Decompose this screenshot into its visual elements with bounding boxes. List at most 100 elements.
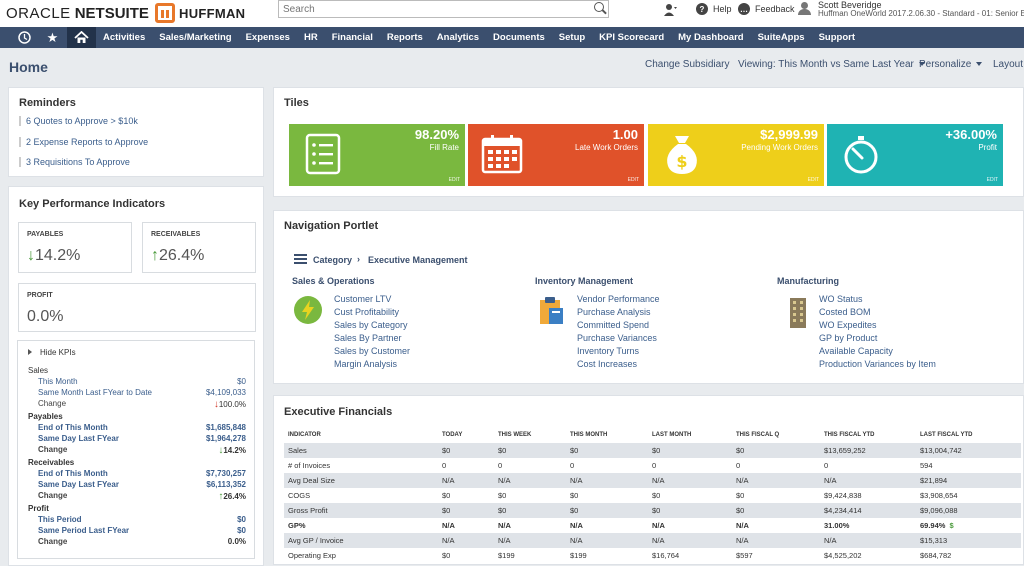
nav-link-costed-bom[interactable]: Costed BOM xyxy=(819,307,871,317)
user-avatar-icon[interactable] xyxy=(798,2,811,15)
nav-link-wo-status[interactable]: WO Status xyxy=(819,294,863,304)
kpi-detail-label[interactable]: End of This Month xyxy=(38,469,108,478)
nav-item-financial[interactable]: Financial xyxy=(331,32,373,43)
feedback-link[interactable]: … Feedback xyxy=(738,2,795,16)
help-link[interactable]: ? Help xyxy=(696,2,732,16)
tile-profit[interactable]: +36.00% Profit EDIT xyxy=(827,124,1003,186)
tile-label: Profit xyxy=(978,143,997,152)
cell-text: Avg Deal Size xyxy=(288,476,335,485)
reminder-item[interactable]: 2 Expense Reports to Approve xyxy=(19,137,148,147)
nav-item-expenses[interactable]: Expenses xyxy=(245,32,290,43)
nav-link-production-variances-by-item[interactable]: Production Variances by Item xyxy=(819,359,936,369)
nav-link-gp-by-product[interactable]: GP by Product xyxy=(819,333,878,343)
recent-records-button[interactable] xyxy=(664,2,678,16)
table-row: COGS $0 $0 $0 $0 $0 $9,424,838 $3,908,654 xyxy=(284,488,1021,503)
hamburger-icon[interactable] xyxy=(294,254,307,264)
cell-text: Operating Exp xyxy=(288,551,336,560)
nav-link-available-capacity[interactable]: Available Capacity xyxy=(819,346,893,356)
table-cell: $0 xyxy=(566,488,648,503)
kpi-detail-panel: Hide KPIs Sales This Month $0 Same Month La… xyxy=(17,340,255,559)
viewing-dropdown[interactable]: Viewing: This Month vs Same Last Year xyxy=(738,59,925,70)
tile-edit-link[interactable]: EDIT xyxy=(807,177,819,183)
global-search-input[interactable] xyxy=(278,0,609,18)
nav-item-hr[interactable]: HR xyxy=(303,32,318,43)
kpi-detail-label[interactable]: Same Day Last FYear xyxy=(38,480,119,489)
tile-edit-link[interactable]: EDIT xyxy=(986,177,998,183)
recent-nav-button[interactable] xyxy=(10,27,39,48)
kpi-profit-box[interactable]: PROFIT 0.0% xyxy=(18,283,256,332)
triangle-right-icon xyxy=(28,349,32,355)
home-icon xyxy=(74,31,89,43)
nav-link-sales-by-partner[interactable]: Sales By Partner xyxy=(334,333,402,343)
cell-text: 0 xyxy=(570,461,575,470)
tile-pending-work-orders[interactable]: $ $2,999.99 Pending Work Orders EDIT xyxy=(648,124,824,186)
kpi-detail-label[interactable]: This Period xyxy=(38,515,82,524)
cell-text: 0 xyxy=(652,461,657,470)
favorites-nav-button[interactable]: ★ xyxy=(38,27,67,48)
nav-column-heading: Manufacturing xyxy=(777,276,839,286)
reminder-item[interactable]: 6 Quotes to Approve > $10k xyxy=(19,116,138,126)
table-cell: 0 xyxy=(494,458,566,473)
nav-link-sales-by-customer[interactable]: Sales by Customer xyxy=(334,346,411,356)
table-row: Avg Deal Size N/A N/A N/A N/A N/A N/A $21,894 xyxy=(284,473,1021,488)
nav-item-setup[interactable]: Setup xyxy=(558,32,586,43)
table-cell: N/A xyxy=(732,518,820,533)
nav-link-purchase-variances[interactable]: Purchase Variances xyxy=(577,333,657,343)
cell-text: $13,659,252 xyxy=(824,446,866,455)
nav-item-my-dashboard[interactable]: My Dashboard xyxy=(678,32,744,43)
cell-text: N/A xyxy=(570,521,583,530)
nav-item-reports[interactable]: Reports xyxy=(386,32,423,43)
kpi-detail-label[interactable]: This Month xyxy=(38,377,78,386)
tile-late-work-orders[interactable]: 1.00 Late Work Orders EDIT xyxy=(468,124,644,186)
reminder-item[interactable]: 3 Requisitions To Approve xyxy=(19,157,130,167)
cell-text: 0 xyxy=(736,461,741,470)
nav-item-sales-marketing[interactable]: Sales/Marketing xyxy=(159,32,232,43)
search-icon[interactable] xyxy=(594,2,604,12)
personalize-dropdown[interactable]: Personalize xyxy=(919,59,983,70)
nav-link-inventory-turns[interactable]: Inventory Turns xyxy=(577,346,640,356)
table-cell: N/A xyxy=(566,533,648,548)
nav-link-wo-expedites[interactable]: WO Expedites xyxy=(819,320,877,330)
kpi-detail-label[interactable]: End of This Month xyxy=(38,423,108,432)
kpi-payables-box[interactable]: PAYABLES ↓14.2% xyxy=(18,222,132,273)
nav-item-kpi-scorecard[interactable]: KPI Scorecard xyxy=(599,32,665,43)
nav-link-sales-by-category[interactable]: Sales by Category xyxy=(334,320,408,330)
nav-link-vendor-performance[interactable]: Vendor Performance xyxy=(577,294,660,304)
arrow-up-icon: ↑ xyxy=(151,247,159,264)
nav-link-cost-increases[interactable]: Cost Increases xyxy=(577,359,638,369)
cell-text: $21,894 xyxy=(920,476,948,485)
row-indicator: GP% xyxy=(284,518,438,533)
nav-link-committed-spend[interactable]: Committed Spend xyxy=(577,320,650,330)
huffman-logo-icon xyxy=(155,3,175,23)
nav-link-cust-profitability[interactable]: Cust Profitability xyxy=(334,307,400,317)
kpi-detail-label[interactable]: Same Day Last FYear xyxy=(38,434,119,443)
nav-item-documents[interactable]: Documents xyxy=(493,32,545,43)
nav-item-analytics[interactable]: Analytics xyxy=(436,32,480,43)
nav-item-support[interactable]: Support xyxy=(818,32,855,43)
netsuite-logo[interactable]: ORACLE NETSUITE xyxy=(6,2,149,24)
tile-edit-link[interactable]: EDIT xyxy=(627,177,639,183)
nav-link-purchase-analysis[interactable]: Purchase Analysis xyxy=(577,307,651,317)
tile-edit-link[interactable]: EDIT xyxy=(448,177,460,183)
kpi-detail-label[interactable]: Same Month Last FYear to Date xyxy=(38,388,152,397)
subcategory-breadcrumb[interactable]: Executive Management xyxy=(368,255,468,265)
tile-fill-rate[interactable]: 98.20% Fill Rate EDIT xyxy=(289,124,465,186)
kpi-detail-value-text: $0 xyxy=(237,377,246,386)
kpi-receivables-box[interactable]: RECEIVABLES ↑26.4% xyxy=(142,222,256,273)
change-subsidiary-link[interactable]: Change Subsidiary xyxy=(645,59,730,70)
category-breadcrumb[interactable]: Category xyxy=(313,255,353,265)
hide-kpis-toggle[interactable]: Hide KPIs xyxy=(28,348,76,357)
layout-link[interactable]: Layout xyxy=(993,59,1024,70)
nav-item-activities[interactable]: Activities xyxy=(103,32,146,43)
cell-text: $0 xyxy=(442,506,451,515)
user-name[interactable]: Scott Beveridge xyxy=(818,0,882,10)
nav-link-margin-analysis[interactable]: Margin Analysis xyxy=(334,359,398,369)
nav-link-customer-ltv[interactable]: Customer LTV xyxy=(334,294,392,304)
cell-text: $4,234,414 xyxy=(824,506,862,515)
user-role[interactable]: Huffman OneWorld 2017.2.06.30 - Standard… xyxy=(818,9,1024,18)
kpi-receivables-label: RECEIVABLES xyxy=(151,231,201,238)
row-indicator: Sales xyxy=(284,443,438,458)
kpi-detail-label[interactable]: Same Period Last FYear xyxy=(38,526,130,535)
nav-item-suiteapps[interactable]: SuiteApps xyxy=(757,32,805,43)
home-nav-button[interactable] xyxy=(67,27,96,48)
